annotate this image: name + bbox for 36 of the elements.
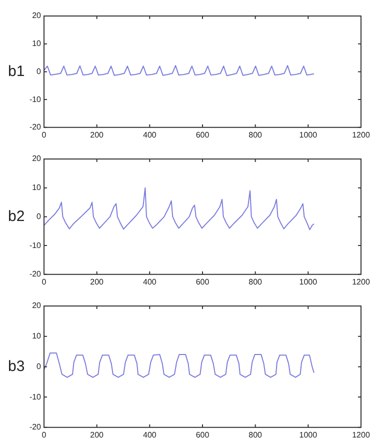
y-tick-label: -20 xyxy=(29,422,42,432)
y-tick-label: -10 xyxy=(29,240,42,250)
x-tick-label: 1200 xyxy=(352,430,370,440)
y-axis-title: b2 xyxy=(8,208,25,225)
x-tick-label: 800 xyxy=(248,277,263,286)
y-tick-label: -20 xyxy=(29,122,42,132)
x-tick-label: 200 xyxy=(90,130,104,140)
x-tick-label: 800 xyxy=(248,130,263,140)
y-tick-label: -10 xyxy=(29,392,42,402)
y-tick-label: 10 xyxy=(32,39,42,48)
x-tick-label: 400 xyxy=(142,430,157,440)
x-tick-label: 200 xyxy=(90,430,104,440)
y-tick-label: 20 xyxy=(32,11,42,20)
y-tick-label: -20 xyxy=(29,270,42,279)
x-tick-label: 800 xyxy=(248,430,263,440)
y-tick-label: 10 xyxy=(32,183,42,192)
x-tick-label: 600 xyxy=(196,277,210,286)
y-tick-label: 0 xyxy=(36,362,42,371)
x-tick-label: 1000 xyxy=(299,130,318,140)
y-tick-label: 0 xyxy=(36,212,42,221)
x-tick-label: 200 xyxy=(90,277,104,286)
y-axis-title: b3 xyxy=(8,358,25,375)
x-tick-label: 400 xyxy=(142,130,157,140)
y-tick-label: -10 xyxy=(29,94,42,104)
x-tick-label: 600 xyxy=(196,130,210,140)
y-tick-label: 10 xyxy=(32,332,42,341)
x-tick-label: 1200 xyxy=(352,277,370,286)
x-tick-label: 1000 xyxy=(299,277,318,286)
y-tick-label: 20 xyxy=(32,154,42,164)
y-tick-label: 0 xyxy=(36,66,42,76)
x-tick-label: 1000 xyxy=(299,430,318,440)
x-tick-label: 1200 xyxy=(352,130,370,140)
y-axis-title: b1 xyxy=(8,62,25,80)
x-tick-label: 400 xyxy=(142,277,157,286)
y-tick-label: 20 xyxy=(32,301,42,310)
x-tick-label: 600 xyxy=(196,430,210,440)
